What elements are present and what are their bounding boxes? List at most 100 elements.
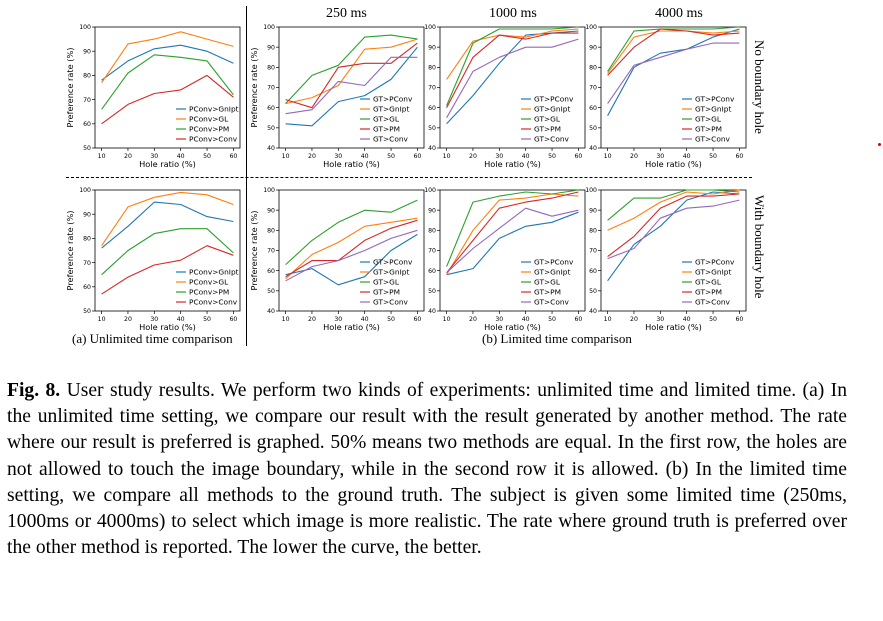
y-tick-label: 100 [585,187,597,194]
y-tick-label: 100 [263,24,275,31]
series-line-pconv-pm [101,54,234,110]
x-tick-label: 10 [98,316,106,323]
y-tick-label: 90 [589,207,597,214]
y-tick-label: 50 [589,125,597,132]
y-tick-label: 70 [428,85,436,92]
panel-250ms-with-boundary: 40 50 60 70 80 90 100 10 20 30 40 50 60 Hole ratio (%… [249,187,425,332]
legend-entry: GT>Conv [373,135,409,144]
legend-entry: GT>PM [695,288,722,297]
x-tick-label: 20 [124,316,132,323]
y-tick-label: 80 [589,65,597,72]
x-axis-label: Hole ratio (%) [139,322,196,332]
x-tick-label: 20 [630,153,638,160]
legend-entry: GT>Conv [534,298,570,307]
y-tick-label: 50 [83,308,91,315]
series-line-gt-gnipt [285,217,418,280]
legend-entry: GT>GL [695,278,722,287]
series-line-pconv-gnipt [101,201,234,249]
x-tick-label: 50 [387,153,395,160]
x-tick-label: 10 [98,153,106,160]
plot-frame [94,189,241,312]
series-line-pconv-conv [101,245,234,295]
legend-entry: GT>PM [695,125,722,134]
y-tick-label: 50 [267,288,275,295]
series-line-pconv-gl [101,31,234,84]
y-tick-label: 40 [267,145,275,152]
series-line-gt-gnipt [446,193,579,275]
y-tick-label: 90 [428,44,436,51]
series-line-gt-conv [285,56,418,115]
y-axis-label: Preference rate (%) [249,48,259,128]
series-line-gt-gnipt [285,38,418,105]
series-line-gt-gl [446,26,579,106]
y-axis-label: Preference rate (%) [65,211,75,291]
row-label-with-boundary: With boundary hole [752,195,767,299]
y-tick-label: 60 [267,105,275,112]
series-line-gt-pconv [607,28,740,116]
y-tick-label: 100 [424,187,436,194]
legend-entry: GT>PM [534,288,561,297]
legend-entry: GT>PConv [695,95,735,104]
x-tick-label: 30 [495,153,503,160]
series-line-gt-conv [607,199,740,260]
panel-unlimited-no-boundary: 50 60 70 80 90 100 10 20 30 40 50 60 Hole ratio (%) P… [65,24,241,169]
x-tick-label: 40 [683,153,691,160]
x-tick-label: 20 [308,153,316,160]
panel-250ms-no-boundary: 40 50 60 70 80 90 100 10 20 30 40 50 60 Hole ratio (%… [249,24,425,169]
x-tick-label: 10 [282,316,290,323]
x-tick-label: 30 [334,316,342,323]
y-tick-label: 70 [589,248,597,255]
x-tick-label: 30 [656,153,664,160]
panel-1000ms-with-boundary: 40 50 60 70 80 90 100 10 20 30 40 50 60 Hole ratio (%… [424,187,586,332]
chart-svg: 50 60 70 80 90 100 10 20 30 40 50 60 Hole ratio (%) P… [65,24,747,332]
plot-frame [439,189,586,312]
legend-entry: GT>PConv [373,258,413,267]
y-tick-label: 50 [428,125,436,132]
y-tick-label: 90 [428,207,436,214]
caption-label: Fig. 8. [7,380,61,401]
series-line-gt-pm [446,32,579,108]
series-line-gt-pm [446,191,579,274]
x-tick-label: 50 [203,316,211,323]
x-axis-label: Hole ratio (%) [139,159,196,169]
x-tick-label: 50 [203,153,211,160]
legend-entry: GT>GL [695,115,722,124]
y-tick-label: 60 [589,105,597,112]
series-line-gt-conv [285,229,418,282]
y-tick-label: 60 [267,268,275,275]
x-tick-label: 40 [522,153,530,160]
x-tick-label: 20 [469,153,477,160]
y-tick-label: 50 [267,125,275,132]
legend-entry: PConv>GL [189,278,229,287]
legend-entry: GT>GnIpt [373,268,409,277]
y-tick-label: 70 [589,85,597,92]
y-tick-label: 70 [83,97,91,104]
legend-entry: PConv>GL [189,115,229,124]
y-tick-label: 100 [79,187,91,194]
series-line-gt-conv [446,207,579,274]
x-tick-label: 40 [177,316,185,323]
series-line-gt-gnipt [446,28,579,80]
series-line-gt-gl [607,189,740,221]
x-tick-label: 30 [334,153,342,160]
x-tick-label: 60 [735,153,743,160]
x-tick-label: 30 [656,316,664,323]
series-line-pconv-conv [101,74,234,125]
y-tick-label: 50 [589,288,597,295]
plot-frame [94,26,241,149]
y-tick-label: 50 [83,145,91,152]
legend-entry: PConv>Conv [189,298,238,307]
x-tick-label: 20 [630,316,638,323]
legend-entry: GT>PM [373,288,400,297]
x-tick-label: 30 [150,153,158,160]
series-line-gt-pconv [446,211,579,276]
legend-entry: GT>Conv [373,298,409,307]
series-line-gt-pm [607,28,740,76]
column-title-250ms: 250 ms [326,6,367,21]
figure-caption: Fig. 8. User study results. We perform t… [7,378,847,561]
panel-1000ms-no-boundary: 40 50 60 70 80 90 100 10 20 30 40 50 60 Hole ratio (%… [424,24,586,169]
x-tick-label: 40 [361,153,369,160]
series-line-gt-gl [285,34,418,104]
x-tick-label: 50 [548,316,556,323]
x-tick-label: 60 [574,316,582,323]
